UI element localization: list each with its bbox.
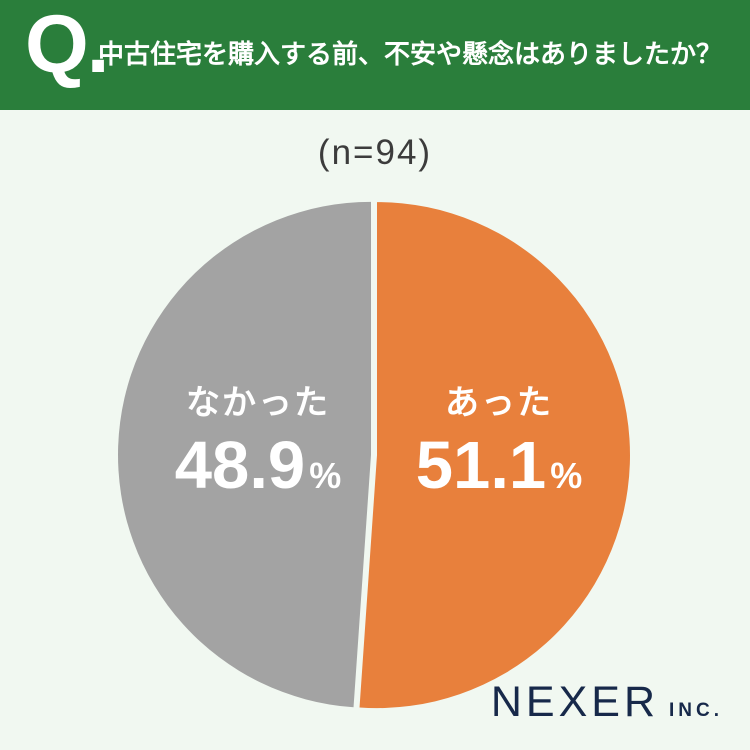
pie-slice-0 [359,202,630,709]
pie-slice-1 [118,201,372,708]
pie-label-nakatta-value: 48.9 % [175,432,341,499]
pie-label-atta: あった 51.1 % [416,386,582,499]
nexer-logo: NEXER INC. [491,681,723,724]
sample-size-label: (n=94) [317,133,433,172]
pie-label-atta-value: 51.1 % [416,432,582,499]
question-title: 中古住宅を購入する前、不安や懸念はありましたか？ [98,39,723,70]
pie-label-atta-percent-sign: % [550,455,583,496]
question-title-wrap: 中古住宅を購入する前、不安や懸念はありましたか？ [98,0,738,110]
pie-label-nakatta: なかった 48.9 % [175,386,341,499]
header-bar: Q. 中古住宅を購入する前、不安や懸念はありましたか？ [0,0,750,110]
pie-label-atta-category: あった [444,384,553,422]
pie-label-nakatta-number: 48.9 [174,428,306,503]
pie-label-atta-number: 51.1 [415,428,547,503]
pie-label-nakatta-percent-sign: % [309,455,342,496]
question-mark-logo: Q. [25,0,110,90]
nexer-logo-name: NEXER [490,678,659,726]
nexer-logo-suffix: INC. [669,700,723,721]
pie-label-nakatta-category: なかった [185,384,330,422]
